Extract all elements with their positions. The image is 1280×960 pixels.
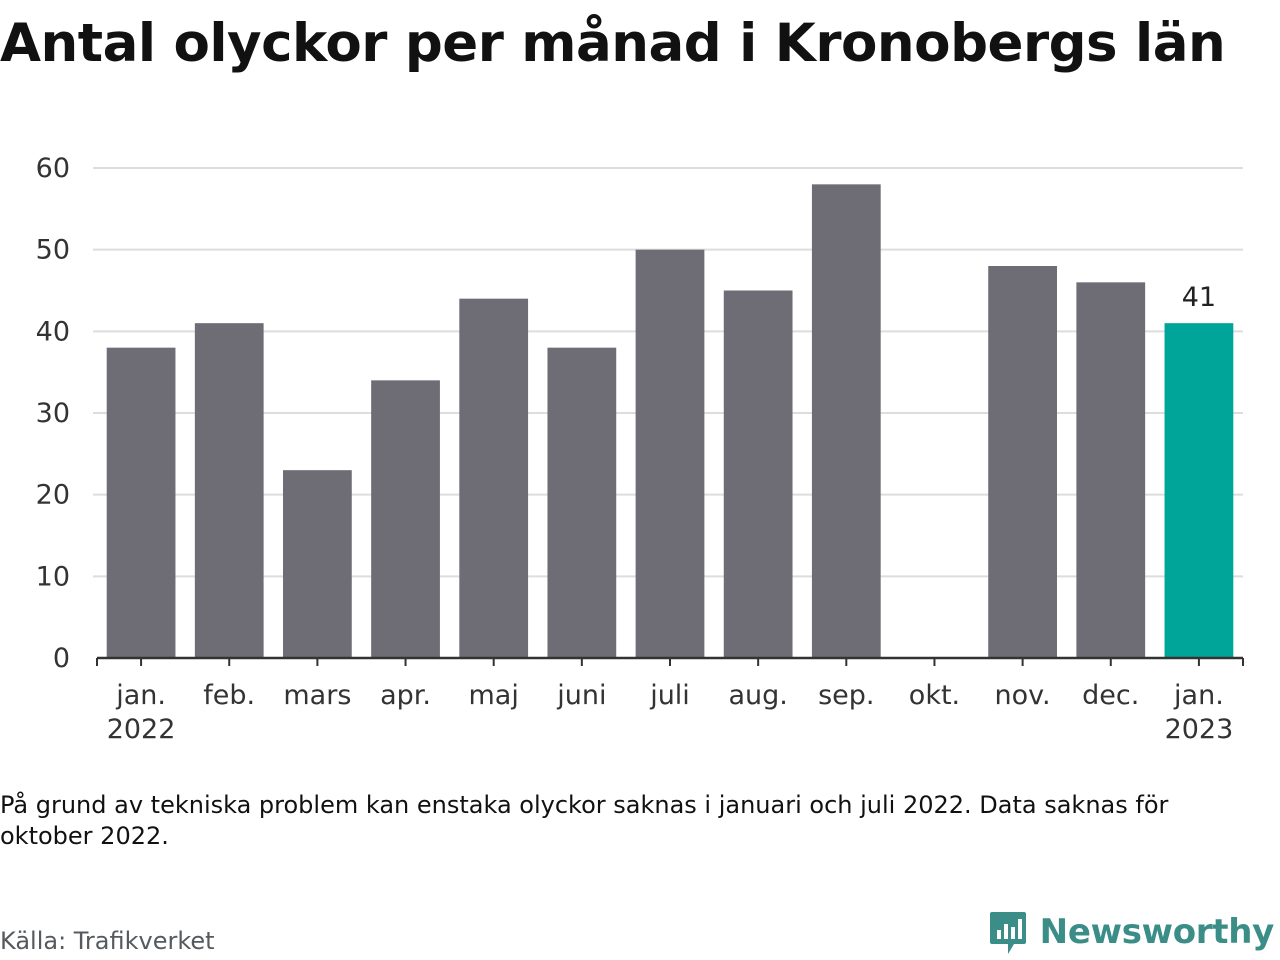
data-label: 41: [1182, 282, 1216, 313]
bar: [988, 266, 1057, 658]
y-tick-label: 20: [36, 480, 70, 511]
x-tick-label: sep.: [818, 680, 874, 711]
bar: [1076, 282, 1146, 658]
x-tick-label: feb.: [203, 680, 255, 711]
y-tick-label: 0: [53, 643, 70, 674]
x-tick-label: mars: [283, 680, 351, 711]
y-tick-label: 10: [36, 561, 70, 592]
x-tick-label: jan.: [115, 680, 166, 711]
brand-name: Newsworthy: [1039, 912, 1275, 952]
x-tick-label: apr.: [380, 680, 431, 711]
y-tick-label: 60: [36, 153, 70, 184]
x-tick-label: juni: [556, 680, 606, 711]
x-tick-label: jan.: [1173, 680, 1224, 711]
bar: [811, 184, 881, 659]
x-tick-label: nov.: [995, 680, 1051, 711]
bar: [459, 298, 529, 658]
bar: [194, 323, 264, 658]
bar: [723, 290, 793, 658]
x-tick-label: 2022: [107, 714, 176, 745]
newsworthy-logo-icon: [989, 912, 1026, 954]
y-tick-label: 50: [36, 235, 70, 266]
x-tick-label: aug.: [728, 680, 787, 711]
chart-note: På grund av tekniska problem kan enstaka…: [0, 791, 1169, 850]
bar: [371, 380, 440, 658]
chart-title: Antal olyckor per månad i Kronobergs län: [0, 13, 1226, 74]
y-tick-label: 30: [36, 398, 70, 429]
y-tick-label: 40: [36, 316, 70, 347]
x-tick-label: 2023: [1165, 714, 1234, 745]
bar: [547, 347, 617, 658]
bar: [106, 347, 176, 658]
bar: [635, 249, 705, 658]
bar: [283, 470, 352, 658]
x-tick-label: maj: [469, 680, 519, 711]
brand-logo: Newsworthy: [988, 908, 1274, 956]
chart-source: Källa: Trafikverket: [0, 927, 215, 955]
x-tick-label: juli: [649, 680, 690, 711]
bar: [1164, 323, 1234, 658]
x-tick-label: okt.: [909, 680, 960, 711]
x-tick-label: dec.: [1082, 680, 1139, 711]
